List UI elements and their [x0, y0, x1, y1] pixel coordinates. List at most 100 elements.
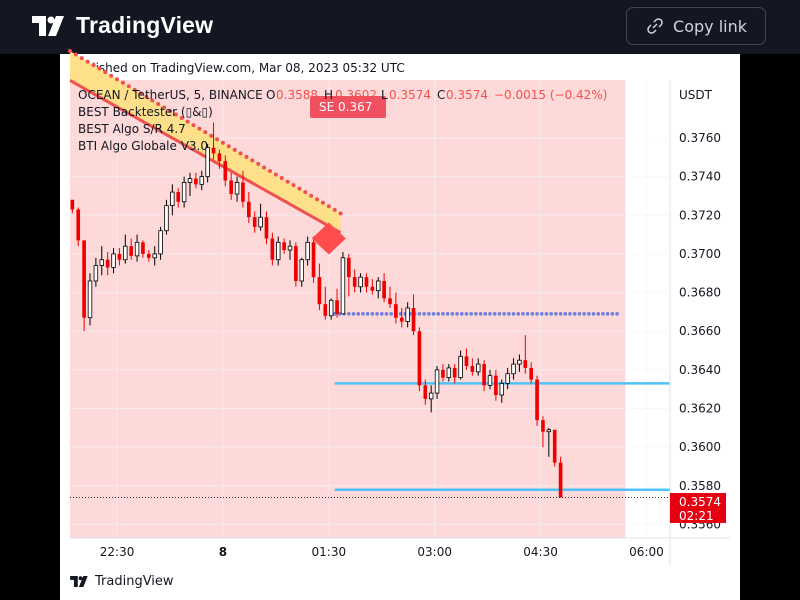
brand-logo[interactable]: TradingView	[32, 12, 213, 39]
resistance-upper-dot	[215, 137, 220, 142]
candle-body	[529, 367, 533, 380]
copy-link-label: Copy link	[673, 16, 747, 36]
resistance-upper-dot	[185, 119, 190, 124]
candle	[328, 298, 334, 320]
candle-body	[134, 241, 140, 257]
candle	[382, 273, 386, 303]
level-dot	[356, 312, 361, 316]
bearish-zone	[70, 80, 626, 538]
candle-body	[335, 300, 339, 314]
resistance-upper-dot	[132, 87, 137, 92]
candle-body	[405, 307, 410, 322]
candle	[223, 155, 228, 187]
resistance-upper-dot	[279, 176, 284, 181]
level-dot	[535, 312, 539, 316]
indicator-label[interactable]: BEST Backtester (▯&▯)	[78, 105, 213, 119]
candle	[446, 364, 452, 382]
candle-body	[505, 373, 510, 384]
candle-body	[223, 161, 228, 181]
candle-body	[70, 199, 75, 210]
level-dot	[351, 312, 356, 316]
candle-body	[247, 201, 251, 218]
resistance-upper-dot	[338, 211, 343, 216]
candle	[299, 257, 304, 287]
price-tick-label: 0.3700	[679, 247, 721, 261]
candle-body	[187, 178, 193, 183]
candle-body	[476, 363, 481, 373]
candle-body	[434, 369, 440, 394]
resistance-upper-dot	[203, 130, 208, 135]
resistance-upper-dot	[268, 168, 272, 173]
candle-body	[511, 363, 516, 375]
candle-body	[470, 366, 475, 372]
candle-body	[382, 280, 386, 299]
level-dot	[436, 312, 441, 316]
level-dot	[610, 312, 615, 316]
resistance-upper-dot	[285, 179, 290, 184]
price-tick-label: 0.3740	[679, 170, 721, 184]
candle-body	[287, 245, 293, 251]
candle-body	[423, 385, 428, 399]
resistance-upper-dot	[150, 98, 155, 103]
resistance-upper-dot	[220, 140, 225, 145]
candle	[229, 172, 233, 200]
resistance-upper-dot	[109, 73, 114, 78]
candle-body	[464, 356, 469, 367]
time-tick-label: 01:30	[312, 545, 347, 559]
candle	[252, 211, 257, 233]
level-dot	[445, 312, 450, 316]
candle	[487, 369, 493, 390]
candle-body	[123, 245, 128, 261]
candle-body	[152, 253, 157, 259]
indicator-label[interactable]: BEST Algo S/R 4.7	[78, 122, 186, 136]
level-dot	[568, 312, 572, 316]
candle-body	[129, 246, 133, 256]
level-dot	[601, 312, 605, 316]
legend-low-value: 0.3574	[389, 88, 431, 102]
candle	[176, 188, 181, 208]
indicator-label[interactable]: BTI Algo Globale V3.0	[78, 139, 208, 153]
candle-body	[164, 205, 169, 232]
level-dot	[361, 312, 365, 316]
candle	[441, 364, 445, 382]
candle	[141, 240, 145, 258]
candle-body	[105, 259, 110, 268]
candle	[99, 246, 104, 276]
candle-body	[305, 241, 310, 261]
axis-layer: USDT 0.3760 0.3740 0.3720 0.3700 0.3680 0.3660…	[70, 80, 730, 565]
resistance-upper-dot	[256, 161, 261, 166]
published-caption: Published on TradingView.com, Mar 08, 20…	[70, 61, 405, 75]
candle-layer	[70, 122, 563, 498]
candle-body	[76, 209, 81, 241]
level-dot	[417, 312, 422, 316]
candle-body	[552, 429, 557, 463]
level-dot	[525, 312, 530, 316]
resistance-upper-dot	[297, 186, 302, 191]
candle-body	[158, 230, 163, 255]
price-tick-label: 0.3660	[679, 324, 721, 338]
current-price-label: 0.3574	[679, 495, 721, 509]
candle-body	[558, 462, 563, 498]
level-layer	[70, 312, 670, 498]
candle-body	[394, 304, 398, 318]
copy-link-button[interactable]: Copy link	[626, 7, 766, 45]
candle	[411, 294, 416, 336]
candle-body	[352, 277, 357, 287]
candle-body	[370, 286, 375, 291]
footer-brand[interactable]: TradingView	[70, 574, 174, 589]
resistance-upper-dot	[156, 101, 161, 106]
candle-body	[417, 331, 422, 386]
candle-body	[99, 259, 104, 266]
candle	[111, 248, 116, 274]
level-dot	[478, 312, 483, 316]
price-axis-unit: USDT	[679, 88, 713, 102]
candle-body	[141, 242, 145, 254]
candle-body	[87, 280, 93, 319]
level-dot	[511, 312, 516, 316]
candle	[529, 362, 533, 384]
candle	[458, 350, 463, 380]
resistance-upper-dot	[309, 193, 314, 198]
level-dot	[549, 312, 553, 316]
candle	[164, 199, 169, 235]
